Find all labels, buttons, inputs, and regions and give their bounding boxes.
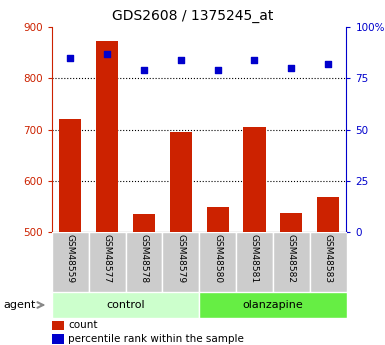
Bar: [317, 197, 339, 232]
Point: [325, 61, 331, 67]
Point: [104, 51, 110, 57]
Point: [214, 67, 221, 73]
Text: control: control: [106, 300, 145, 310]
Bar: [199, 232, 236, 292]
Text: GSM48582: GSM48582: [287, 234, 296, 283]
Bar: [310, 232, 346, 292]
Point: [141, 67, 147, 73]
Text: GSM48577: GSM48577: [103, 234, 112, 283]
Text: GDS2608 / 1375245_at: GDS2608 / 1375245_at: [112, 9, 273, 23]
Text: GSM48559: GSM48559: [66, 234, 75, 283]
Bar: [52, 321, 64, 330]
Bar: [89, 232, 126, 292]
Bar: [133, 214, 155, 232]
Bar: [207, 207, 229, 232]
Bar: [199, 292, 346, 318]
Text: percentile rank within the sample: percentile rank within the sample: [68, 334, 244, 344]
Point: [178, 57, 184, 62]
Bar: [243, 127, 266, 232]
Bar: [52, 292, 199, 318]
Text: GSM48581: GSM48581: [250, 234, 259, 283]
Text: agent: agent: [4, 300, 36, 310]
Text: GSM48583: GSM48583: [323, 234, 333, 283]
Text: count: count: [68, 320, 98, 330]
Bar: [280, 213, 302, 232]
Bar: [170, 132, 192, 232]
Bar: [126, 232, 162, 292]
Bar: [162, 232, 199, 292]
Bar: [52, 232, 89, 292]
Bar: [96, 41, 118, 232]
Point: [251, 57, 258, 62]
Point: [67, 55, 74, 60]
Bar: [59, 119, 82, 232]
Bar: [52, 334, 64, 344]
Text: GSM48580: GSM48580: [213, 234, 222, 283]
Bar: [236, 232, 273, 292]
Bar: [273, 232, 310, 292]
Point: [288, 65, 295, 71]
Text: GSM48578: GSM48578: [139, 234, 149, 283]
Text: GSM48579: GSM48579: [176, 234, 185, 283]
Text: olanzapine: olanzapine: [243, 300, 303, 310]
